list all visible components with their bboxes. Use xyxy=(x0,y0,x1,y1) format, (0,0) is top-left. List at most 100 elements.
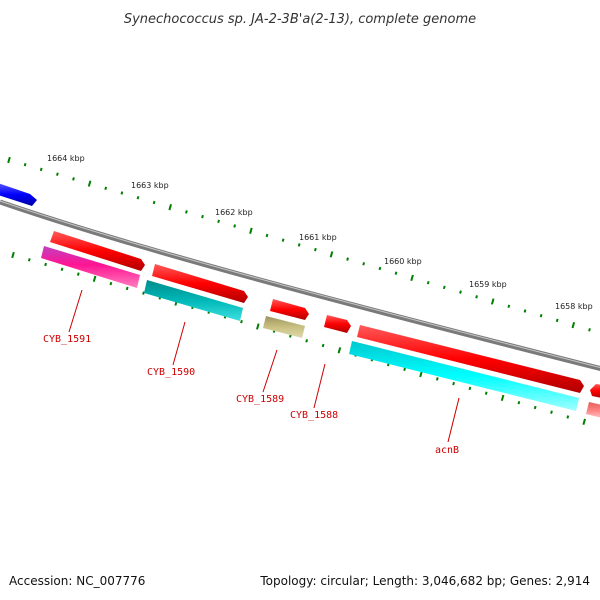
ruler-tick-outer-minor xyxy=(185,210,188,214)
ruler-tick-outer-minor xyxy=(265,233,269,238)
ruler-ticks-inner xyxy=(11,251,586,425)
ruler-tick-inner-minor xyxy=(517,400,521,405)
ruler-tick-inner-minor xyxy=(435,377,439,381)
ruler-tick-inner-minor xyxy=(109,281,113,286)
gene-edge-right[interactable] xyxy=(590,384,600,398)
ruler-tick-outer-minor xyxy=(104,186,108,191)
ruler-tick-outer-minor xyxy=(72,177,75,181)
ruler-tick-outer-minor xyxy=(152,200,156,205)
genome-summary-text: Topology: circular; Length: 3,046,682 bp… xyxy=(260,574,590,588)
ruler-tick-outer-minor xyxy=(362,262,366,266)
ruler-tick-inner-minor xyxy=(76,272,80,276)
leader-cyb-1588 xyxy=(313,363,326,409)
ruler-tick-outer-major xyxy=(329,251,334,258)
label-cyb-1590[interactable]: CYB_1590 xyxy=(147,367,195,378)
ruler-tick-outer-major xyxy=(168,204,172,211)
ruler: 1664 kbp 1663 kbp 1662 kbp 1661 kbp 1660… xyxy=(7,154,593,425)
label-cyb-1591[interactable]: CYB_1591 xyxy=(43,334,91,345)
ruler-tick-inner-minor xyxy=(240,319,243,324)
ruler-label-1659: 1659 kbp xyxy=(469,280,507,289)
leader-cyb-1589 xyxy=(262,349,278,393)
gene-cyb-1591[interactable] xyxy=(50,231,145,271)
ruler-tick-outer-minor xyxy=(588,328,591,332)
ruler-tick-outer-major xyxy=(87,180,92,187)
label-acnb[interactable]: acnB xyxy=(435,445,459,456)
leader-cyb-1590 xyxy=(172,321,186,366)
label-cyb-1588[interactable]: CYB_1588 xyxy=(290,410,338,421)
ruler-tick-inner-minor xyxy=(403,367,406,372)
ruler-tick-inner-minor xyxy=(566,415,570,419)
gene-acnb[interactable] xyxy=(357,325,584,393)
genome-backbone-highlight xyxy=(0,200,600,368)
ruler-tick-outer-minor xyxy=(39,167,43,172)
ruler-tick-outer-minor xyxy=(136,195,140,200)
ruler-tick-inner-minor xyxy=(44,262,47,267)
cds-edge-right[interactable] xyxy=(586,402,600,418)
ruler-tick-outer-minor xyxy=(314,247,317,252)
ruler-tick-inner-minor xyxy=(550,410,553,414)
cds-cyb-1591[interactable] xyxy=(41,246,140,288)
cds-cyb-1589[interactable] xyxy=(263,316,305,338)
ruler-label-1660: 1660 kbp xyxy=(384,257,422,266)
gene-cyb-1588[interactable] xyxy=(324,315,351,333)
ruler-tick-inner-major xyxy=(582,418,586,425)
ruler-tick-outer-minor xyxy=(394,271,398,275)
ruler-label-1664: 1664 kbp xyxy=(47,154,85,163)
ruler-tick-inner-minor xyxy=(468,386,472,391)
ruler-tick-outer-major xyxy=(490,298,495,305)
ruler-tick-outer-minor xyxy=(459,290,462,294)
ruler-tick-outer-minor xyxy=(539,313,543,318)
ruler-label-1663: 1663 kbp xyxy=(131,181,169,190)
gene-labels xyxy=(68,289,460,443)
leader-cyb-1591 xyxy=(68,289,83,333)
ruler-tick-outer-minor xyxy=(217,219,220,224)
genome-backbone xyxy=(0,199,600,372)
ruler-tick-inner-minor xyxy=(27,258,31,262)
ruler-tick-outer-minor xyxy=(442,285,446,290)
ruler-tick-inner-minor xyxy=(125,286,129,291)
ruler-tick-inner-major xyxy=(337,347,342,354)
ruler-tick-outer-major xyxy=(410,274,414,282)
label-cyb-1589[interactable]: CYB_1589 xyxy=(236,394,284,405)
ruler-label-1661: 1661 kbp xyxy=(299,233,337,242)
ruler-tick-outer-minor xyxy=(426,280,430,285)
feature-track xyxy=(0,183,600,418)
ruler-tick-outer-minor xyxy=(523,309,527,313)
ruler-tick-outer-minor xyxy=(475,295,478,299)
ruler-tick-inner-major xyxy=(92,275,97,282)
ruler-ticks-outer xyxy=(7,156,591,332)
ruler-tick-outer-minor xyxy=(297,243,301,247)
ruler-tick-outer-minor xyxy=(507,304,511,309)
ruler-tick-outer-minor xyxy=(23,162,27,167)
ruler-tick-outer-minor xyxy=(120,191,124,195)
ruler-tick-inner-major xyxy=(256,323,260,330)
ruler-tick-outer-major xyxy=(571,321,576,329)
ruler-tick-inner-minor xyxy=(305,339,309,343)
ruler-label-1658: 1658 kbp xyxy=(555,302,593,311)
map-title: Synechococcus sp. JA-2-3B'a(2-13), compl… xyxy=(124,12,476,27)
ruler-tick-outer-minor xyxy=(233,224,237,228)
cds-cyb-1590[interactable] xyxy=(144,280,243,321)
ruler-tick-inner-minor xyxy=(484,391,488,395)
ruler-tick-outer-minor xyxy=(56,172,59,176)
gene-cyb-1589[interactable] xyxy=(270,299,309,320)
blue-feature[interactable] xyxy=(0,183,37,206)
ruler-tick-outer-minor xyxy=(555,318,559,323)
ruler-tick-inner-major xyxy=(419,370,423,378)
ruler-label-1662: 1662 kbp xyxy=(215,208,253,217)
ruler-tick-outer-major xyxy=(249,227,253,234)
leader-acnb xyxy=(447,397,460,443)
gene-cyb-1590[interactable] xyxy=(152,264,248,303)
ruler-tick-outer-minor xyxy=(201,214,204,219)
ruler-tick-inner-major xyxy=(11,251,15,259)
ruler-tick-inner-minor xyxy=(533,405,537,410)
ruler-tick-inner-minor xyxy=(452,381,455,386)
ruler-tick-inner-major xyxy=(500,394,505,402)
accession-text: Accession: NC_007776 xyxy=(9,574,146,588)
ruler-tick-outer-minor xyxy=(346,257,349,261)
ruler-tick-inner-minor xyxy=(60,267,64,272)
ruler-tick-outer-major xyxy=(7,156,11,164)
cds-acnb[interactable] xyxy=(349,341,579,411)
ruler-tick-outer-minor xyxy=(281,238,285,242)
